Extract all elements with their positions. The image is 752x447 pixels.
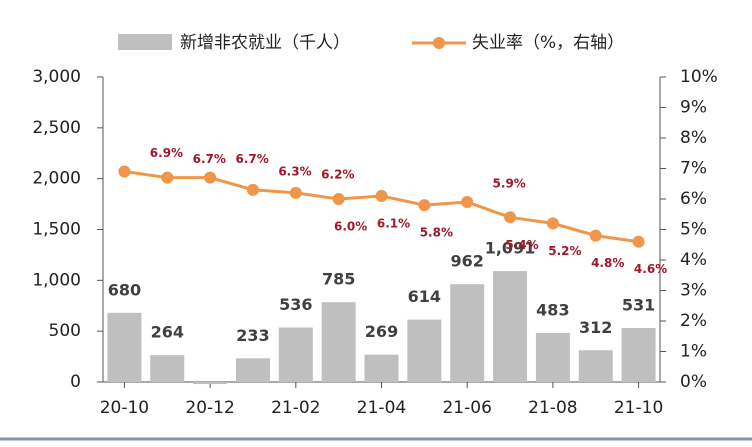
line-marker <box>461 196 474 209</box>
bar <box>450 284 485 382</box>
y2-tick-label: 9% <box>680 98 707 118</box>
line-marker <box>418 199 431 212</box>
line-marker <box>118 165 131 178</box>
line-value-label: 5.4% <box>505 238 538 252</box>
x-tick-label: 21-10 <box>614 398 663 418</box>
y-tick-label: 2,500 <box>32 118 81 138</box>
y-tick-label: 500 <box>49 321 81 341</box>
line-value-label: 5.9% <box>493 177 526 191</box>
y2-tick-label: 7% <box>680 159 707 179</box>
y-tick-label: 1,500 <box>32 220 81 240</box>
line-marker <box>161 171 174 184</box>
line-marker <box>246 183 259 196</box>
line-marker <box>375 189 388 202</box>
line-value-label: 5.8% <box>420 226 453 240</box>
y2-tick-label: 6% <box>680 189 707 209</box>
line-value-label: 6.7% <box>193 152 226 166</box>
bar-value-label: 483 <box>536 300 569 319</box>
x-tick-label: 20-10 <box>100 398 149 418</box>
y2-tick-label: 0% <box>680 372 707 392</box>
y2-tick-label: 8% <box>680 128 707 148</box>
bar-value-label: 680 <box>108 280 141 299</box>
line-marker <box>504 211 517 224</box>
x-tick-label: 21-04 <box>357 398 406 418</box>
y2-tick-label: 3% <box>680 281 707 301</box>
line-value-label: 6.1% <box>377 216 410 230</box>
line-marker <box>332 193 345 205</box>
legend-marker <box>433 37 445 49</box>
x-tick-label: 21-06 <box>442 398 491 418</box>
y2-tick-label: 4% <box>680 250 707 270</box>
line-value-label: 6.7% <box>235 152 268 166</box>
bar-value-label: 1,091 <box>485 239 536 258</box>
bar <box>621 328 656 382</box>
line <box>124 170 639 244</box>
bar <box>278 327 313 382</box>
bar-value-label: 614 <box>408 287 441 306</box>
y2-tick-label: 1% <box>680 342 707 362</box>
bar <box>321 302 356 382</box>
y-tick-label: 1,000 <box>32 270 81 290</box>
bar <box>107 312 142 382</box>
x-tick-label: 21-02 <box>271 398 320 418</box>
bar-value-label: 312 <box>579 318 612 337</box>
legend-label: 新增非农就业（千人） <box>180 33 350 53</box>
bar-value-label: 269 <box>365 322 398 341</box>
bar <box>364 354 399 382</box>
bar <box>407 319 442 382</box>
x-tick-label: 21-08 <box>528 398 577 418</box>
bar <box>193 382 228 385</box>
y-tick-label: 2,000 <box>32 169 81 189</box>
bar-value-label: 233 <box>236 326 269 345</box>
legend-label: 失业率（%，右轴） <box>472 33 624 53</box>
line-marker <box>632 235 645 248</box>
bar <box>150 355 185 382</box>
line-marker <box>546 217 559 230</box>
line-value-label: 6.3% <box>278 164 311 178</box>
bar <box>535 332 570 382</box>
bar-value-label: 536 <box>279 295 312 314</box>
x-tick-label: 20-12 <box>185 398 234 418</box>
line-marker <box>589 229 602 242</box>
legend-swatch <box>118 34 172 50</box>
bar-value-label: 785 <box>322 270 355 289</box>
line-marker <box>289 186 302 199</box>
line-value-label: 5.2% <box>548 244 581 258</box>
line-value-label: 4.6% <box>634 262 667 276</box>
line-value-label: 4.8% <box>591 256 624 270</box>
bar <box>235 358 270 382</box>
y2-tick-label: 2% <box>680 311 707 331</box>
y2-tick-label: 10% <box>680 67 718 87</box>
line-marker <box>204 171 217 184</box>
line-value-label: 6.0% <box>334 220 367 234</box>
bar-value-label: 264 <box>151 323 184 342</box>
y-tick-label: 3,000 <box>32 67 81 87</box>
bar <box>578 350 613 382</box>
y2-tick-label: 5% <box>680 220 707 240</box>
bar-value-label: 962 <box>450 252 483 271</box>
line-value-label: 6.2% <box>321 167 354 181</box>
bar-value-label: 531 <box>622 296 655 315</box>
bar <box>493 271 528 382</box>
y-tick-label: 0 <box>70 372 81 392</box>
line-value-label: 6.9% <box>150 146 183 160</box>
